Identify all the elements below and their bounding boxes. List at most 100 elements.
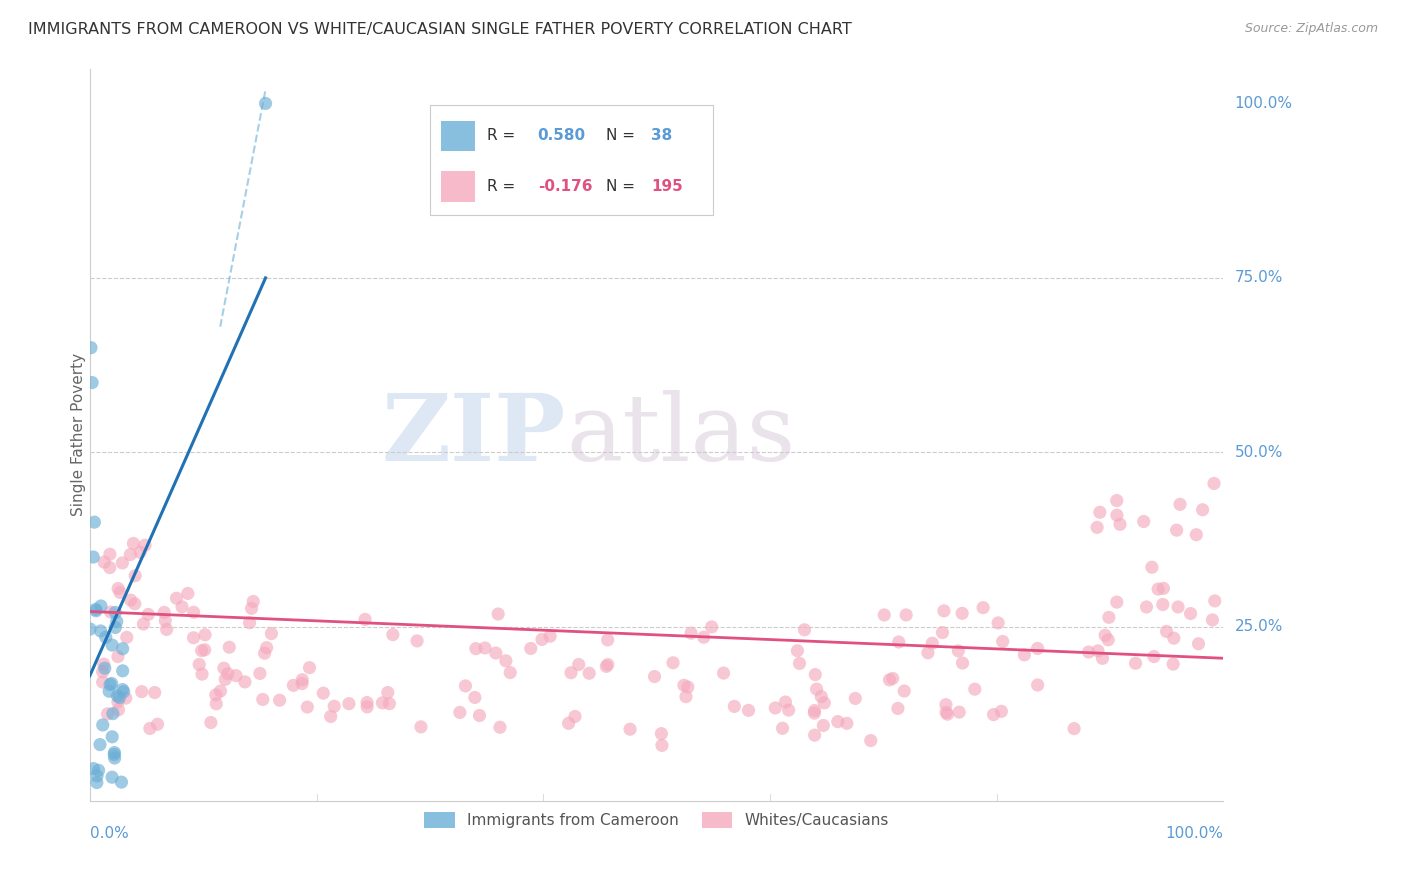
Point	[1156, 624, 1178, 639]
Point	[917, 646, 939, 660]
Point	[835, 716, 858, 731]
Point	[110, 775, 132, 789]
Point	[1135, 599, 1157, 614]
Point	[723, 699, 745, 714]
Point	[124, 568, 146, 582]
Point	[1105, 595, 1128, 609]
Point	[84, 604, 107, 618]
Point	[468, 708, 491, 723]
Point	[98, 560, 121, 574]
Point	[111, 682, 134, 697]
Point	[948, 705, 970, 719]
Point	[1085, 520, 1108, 534]
Point	[538, 629, 561, 643]
Point	[991, 634, 1014, 648]
Point	[260, 626, 283, 640]
Point	[107, 582, 129, 596]
Point	[454, 679, 477, 693]
Point	[1077, 645, 1099, 659]
Point	[1168, 497, 1191, 511]
Point	[950, 607, 973, 621]
Point	[568, 657, 591, 672]
Point	[156, 623, 179, 637]
Point	[82, 376, 104, 390]
Point	[778, 703, 800, 717]
Point	[1152, 598, 1174, 612]
Point	[312, 686, 335, 700]
Point	[700, 620, 723, 634]
Point	[595, 659, 617, 673]
Point	[789, 657, 811, 671]
Point	[283, 678, 305, 692]
Point	[1187, 637, 1209, 651]
Point	[1087, 644, 1109, 658]
Point	[775, 695, 797, 709]
Point	[921, 636, 943, 650]
Point	[217, 666, 239, 681]
Point	[105, 615, 128, 629]
Point	[80, 341, 103, 355]
Point	[813, 696, 835, 710]
Point	[100, 676, 122, 690]
Text: 25.0%: 25.0%	[1234, 619, 1282, 634]
Point	[98, 547, 121, 561]
Point	[188, 657, 211, 672]
Point	[681, 626, 703, 640]
Text: ZIP: ZIP	[381, 390, 567, 480]
Y-axis label: Single Father Poverty: Single Father Poverty	[72, 353, 86, 516]
Point	[693, 630, 716, 644]
Point	[803, 704, 825, 718]
Point	[115, 630, 138, 644]
Text: 100.0%: 100.0%	[1234, 96, 1292, 111]
Point	[233, 674, 256, 689]
Point	[200, 715, 222, 730]
Point	[1026, 678, 1049, 692]
Point	[225, 668, 247, 682]
Point	[87, 764, 110, 778]
Point	[474, 640, 496, 655]
Point	[596, 657, 619, 672]
Point	[650, 726, 672, 740]
Point	[83, 515, 105, 529]
Point	[409, 720, 432, 734]
Point	[972, 600, 994, 615]
Point	[139, 722, 162, 736]
Point	[1161, 657, 1184, 671]
Point	[983, 707, 1005, 722]
Point	[803, 706, 825, 720]
Text: Source: ZipAtlas.com: Source: ZipAtlas.com	[1244, 22, 1378, 36]
Point	[1163, 631, 1185, 645]
Point	[291, 676, 314, 690]
Point	[131, 684, 153, 698]
Point	[98, 677, 121, 691]
Point	[963, 682, 986, 697]
Point	[101, 770, 124, 784]
Point	[381, 627, 404, 641]
Point	[170, 599, 193, 614]
Point	[560, 665, 582, 680]
Point	[214, 673, 236, 687]
Point	[107, 703, 129, 717]
Point	[1109, 517, 1132, 532]
Point	[114, 691, 136, 706]
Point	[1088, 505, 1111, 519]
Point	[1026, 641, 1049, 656]
Point	[489, 720, 512, 734]
Point	[132, 617, 155, 632]
Point	[91, 675, 114, 690]
Text: IMMIGRANTS FROM CAMEROON VS WHITE/CAUCASIAN SINGLE FATHER POVERTY CORRELATION CH: IMMIGRANTS FROM CAMEROON VS WHITE/CAUCAS…	[28, 22, 852, 37]
Point	[935, 698, 957, 712]
Point	[143, 685, 166, 699]
Point	[990, 704, 1012, 718]
Point	[101, 706, 124, 721]
Point	[242, 594, 264, 608]
Point	[894, 607, 917, 622]
Point	[136, 607, 159, 622]
Point	[205, 697, 228, 711]
Point	[948, 644, 970, 658]
Point	[810, 690, 832, 704]
Point	[252, 692, 274, 706]
Point	[844, 691, 866, 706]
Point	[90, 599, 112, 613]
Point	[378, 697, 401, 711]
